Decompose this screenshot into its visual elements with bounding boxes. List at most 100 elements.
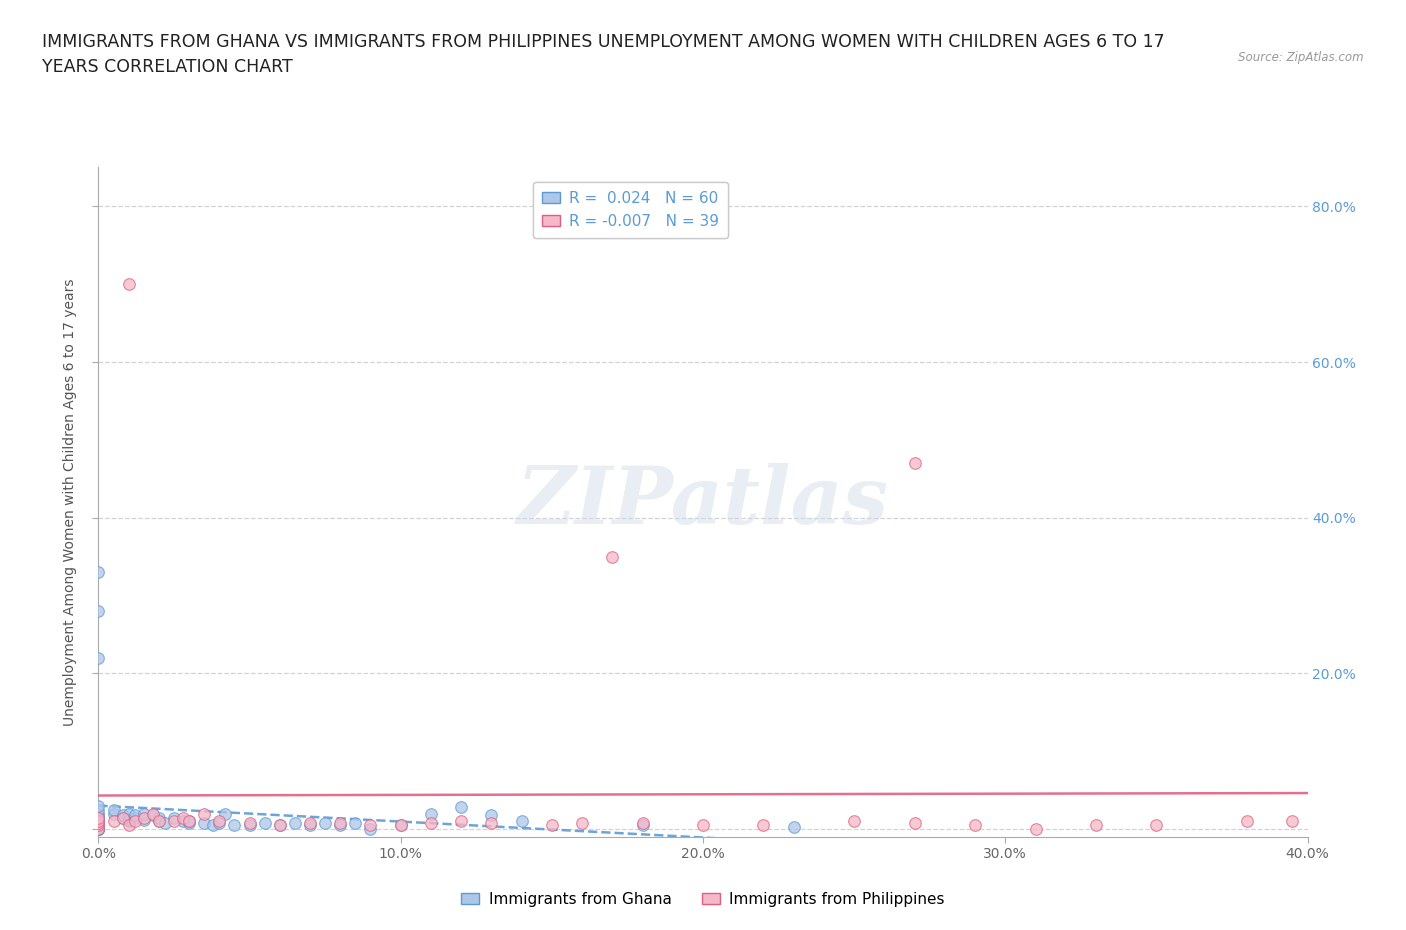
Point	[269, 817, 291, 832]
Point	[87, 803, 110, 817]
Point	[103, 803, 125, 817]
Point	[87, 808, 110, 823]
Point	[1085, 817, 1108, 832]
Point	[314, 816, 336, 830]
Point	[389, 817, 412, 832]
Point	[540, 817, 562, 832]
Point	[783, 819, 806, 834]
Point	[450, 800, 472, 815]
Point	[299, 816, 322, 830]
Point	[87, 810, 110, 825]
Point	[844, 814, 866, 829]
Point	[344, 816, 367, 830]
Point	[87, 814, 110, 829]
Point	[208, 814, 231, 829]
Point	[87, 799, 110, 814]
Point	[87, 813, 110, 828]
Point	[965, 817, 987, 832]
Point	[87, 814, 110, 829]
Point	[87, 810, 110, 825]
Point	[193, 806, 215, 821]
Point	[87, 822, 110, 837]
Point	[214, 806, 236, 821]
Point	[87, 814, 110, 829]
Point	[208, 816, 231, 830]
Point	[118, 277, 141, 292]
Point	[269, 817, 291, 832]
Point	[132, 810, 155, 825]
Point	[87, 810, 110, 825]
Point	[148, 814, 170, 829]
Legend: R =  0.024   N = 60, R = -0.007   N = 39: R = 0.024 N = 60, R = -0.007 N = 39	[533, 181, 728, 238]
Point	[172, 814, 194, 829]
Point	[360, 822, 382, 837]
Point	[571, 816, 593, 830]
Point	[904, 816, 927, 830]
Point	[420, 816, 443, 830]
Point	[87, 822, 110, 837]
Point	[118, 806, 141, 821]
Point	[132, 806, 155, 821]
Point	[111, 810, 134, 825]
Point	[103, 806, 125, 821]
Point	[631, 817, 654, 832]
Point	[481, 808, 503, 823]
Point	[389, 817, 412, 832]
Point	[87, 822, 110, 837]
Point	[87, 822, 110, 837]
Point	[193, 816, 215, 830]
Point	[87, 822, 110, 837]
Text: Source: ZipAtlas.com: Source: ZipAtlas.com	[1239, 51, 1364, 64]
Y-axis label: Unemployment Among Women with Children Ages 6 to 17 years: Unemployment Among Women with Children A…	[63, 278, 77, 726]
Point	[179, 814, 201, 829]
Point	[87, 816, 110, 830]
Point	[284, 816, 307, 830]
Point	[148, 814, 170, 829]
Point	[87, 817, 110, 832]
Point	[602, 550, 624, 565]
Point	[202, 817, 225, 832]
Point	[148, 810, 170, 825]
Point	[1144, 817, 1167, 832]
Point	[87, 822, 110, 837]
Point	[1281, 814, 1303, 829]
Point	[253, 816, 276, 830]
Point	[299, 817, 322, 832]
Point	[692, 817, 714, 832]
Point	[239, 817, 262, 832]
Legend: Immigrants from Ghana, Immigrants from Philippines: Immigrants from Ghana, Immigrants from P…	[456, 886, 950, 913]
Point	[153, 816, 176, 830]
Point	[179, 816, 201, 830]
Point	[111, 808, 134, 823]
Point	[329, 816, 352, 830]
Point	[239, 816, 262, 830]
Point	[87, 565, 110, 579]
Point	[87, 822, 110, 837]
Point	[142, 808, 165, 823]
Point	[329, 817, 352, 832]
Point	[1024, 822, 1046, 837]
Point	[904, 456, 927, 471]
Point	[450, 814, 472, 829]
Point	[163, 810, 186, 825]
Point	[163, 814, 186, 829]
Text: ZIPatlas: ZIPatlas	[517, 463, 889, 541]
Point	[87, 817, 110, 832]
Point	[360, 817, 382, 832]
Point	[481, 816, 503, 830]
Point	[1236, 814, 1258, 829]
Point	[111, 810, 134, 825]
Point	[118, 817, 141, 832]
Point	[420, 806, 443, 821]
Point	[510, 814, 533, 829]
Point	[87, 817, 110, 832]
Point	[124, 810, 146, 825]
Point	[103, 814, 125, 829]
Point	[142, 806, 165, 821]
Text: IMMIGRANTS FROM GHANA VS IMMIGRANTS FROM PHILIPPINES UNEMPLOYMENT AMONG WOMEN WI: IMMIGRANTS FROM GHANA VS IMMIGRANTS FROM…	[42, 33, 1164, 75]
Point	[87, 822, 110, 837]
Point	[631, 816, 654, 830]
Point	[132, 813, 155, 828]
Point	[224, 817, 246, 832]
Point	[87, 814, 110, 829]
